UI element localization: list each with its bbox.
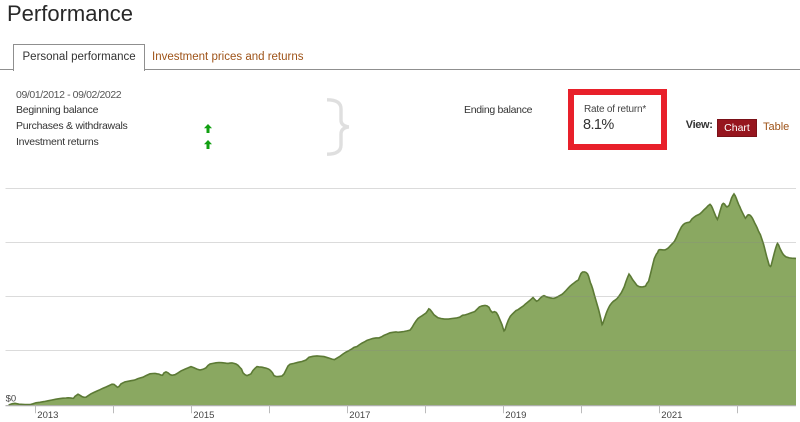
svg-text:2013: 2013 — [37, 410, 58, 421]
svg-text:2019: 2019 — [505, 410, 526, 421]
svg-text:$0: $0 — [6, 393, 17, 404]
svg-text:2015: 2015 — [193, 410, 214, 421]
svg-text:2021: 2021 — [661, 410, 682, 421]
svg-text:2017: 2017 — [349, 410, 370, 421]
